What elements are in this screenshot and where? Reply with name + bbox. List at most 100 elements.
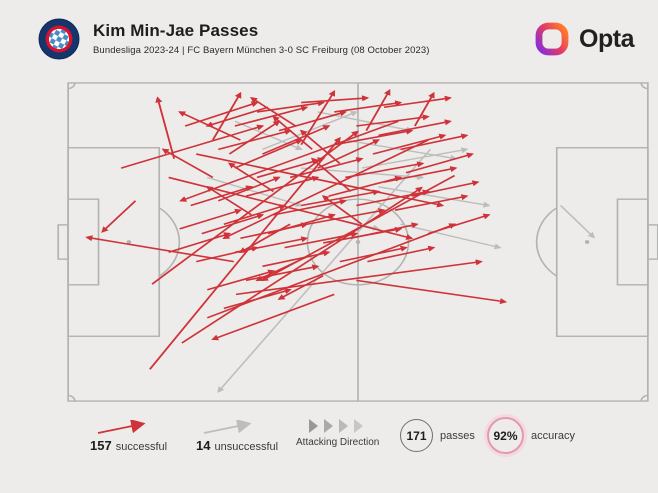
pass-arrow-successful (273, 198, 348, 216)
corner-arc-bottom-left (68, 394, 76, 402)
pass-arrow-successful (223, 204, 287, 225)
penalty-arc-right (535, 207, 558, 277)
pass-arrow-successful (278, 110, 348, 132)
pass-arrow-successful (301, 95, 370, 104)
pass-arrow-successful (289, 157, 364, 179)
pass-arrow-unsuccessful (207, 176, 303, 207)
pass-arrow-successful (350, 222, 419, 240)
pass-arrow-successful (372, 133, 447, 155)
pass-arrow-unsuccessful (361, 147, 469, 169)
pass-arrow-successful (277, 275, 324, 300)
pass-arrow-successful (179, 208, 243, 230)
attacking-direction-chevrons-icon (308, 419, 363, 433)
pass-arrow-successful (211, 91, 242, 141)
pass-arrow-successful (195, 245, 259, 263)
pass-arrow-successful (85, 235, 234, 263)
pass-arrow-successful (168, 176, 414, 240)
penalty-spot-right (584, 240, 590, 244)
pass-arrows-layer (85, 89, 595, 393)
opta-logo-icon (535, 22, 569, 56)
pass-arrow-successful (120, 124, 265, 169)
accuracy-label: accuracy (531, 429, 576, 442)
legend-successful: 157 successful (90, 420, 167, 453)
unsuccessful-arrow-icon (203, 420, 252, 434)
pass-arrow-successful (151, 130, 359, 285)
pass-arrow-successful (255, 256, 308, 282)
opta-wordmark: Opta (579, 24, 634, 53)
pass-arrow-successful (256, 157, 325, 179)
pass-arrow-successful (235, 259, 483, 296)
passes-label: passes (440, 429, 475, 442)
accuracy-circle: 92% (487, 417, 524, 454)
pass-arrow-successful (400, 133, 469, 151)
pass-arrow-successful (345, 161, 425, 179)
centre-spot (355, 240, 361, 244)
pass-arrow-successful (206, 269, 276, 291)
pass-arrow-successful (339, 245, 408, 263)
pass-map (56, 82, 658, 402)
pass-arrow-successful (205, 185, 253, 216)
six-yard-box-right (616, 198, 649, 286)
legend-unsuccessful: 14 unsuccessful (196, 420, 278, 453)
unsuccessful-label: unsuccessful (214, 441, 279, 453)
pass-arrow-successful (240, 222, 309, 240)
penalty-arc-left (158, 207, 181, 277)
corner-arc-top-left (68, 82, 76, 90)
legend-successful-text: 157 successful (90, 438, 167, 453)
pass-arrow-successful (394, 194, 469, 211)
corner-arc-bottom-right (640, 394, 648, 402)
pass-arrow-successful (168, 232, 232, 254)
penalty-spot-left (126, 240, 132, 244)
pass-arrow-successful (234, 105, 309, 127)
pass-arrow-successful (310, 157, 352, 193)
header: Kim Min-Jae Passes Bundesliga 2023-24 | … (38, 12, 634, 66)
six-yard-box-left (67, 198, 100, 286)
pass-arrow-successful (356, 114, 430, 127)
header-titles: Kim Min-Jae Passes Bundesliga 2023-24 | … (93, 21, 430, 55)
pass-arrow-successful (218, 129, 292, 151)
pass-arrow-successful (223, 288, 292, 310)
legend-total-passes: 171 passes (400, 419, 475, 452)
pass-arrow-unsuccessful (400, 223, 502, 250)
pass-arrow-successful (317, 139, 381, 169)
pass-arrow-successful (178, 111, 241, 141)
successful-label: successful (115, 441, 168, 453)
pass-arrow-successful (201, 213, 265, 235)
opta-brand: Opta (534, 21, 634, 57)
pass-arrow-successful (334, 100, 403, 113)
pass-arrow-successful (227, 162, 275, 193)
pass-arrow-unsuccessful (560, 205, 595, 239)
pass-arrow-successful (228, 120, 281, 155)
pass-arrow-successful (383, 95, 452, 109)
pass-arrow-successful (272, 115, 313, 150)
pass-arrow-successful (367, 245, 436, 263)
pass-arrow-successful (245, 175, 320, 197)
passes-count-circle: 171 (400, 419, 433, 452)
pass-arrow-successful (321, 195, 363, 225)
pass-arrow-successful (383, 166, 458, 183)
pass-arrow-successful (101, 200, 137, 233)
goal-left (57, 224, 69, 260)
legend-attacking-direction: Attacking Direction (296, 418, 379, 448)
pass-arrow-successful (405, 152, 474, 174)
unsuccessful-count: 14 (196, 438, 211, 453)
pass-arrow-successful (284, 231, 359, 249)
legend: 157 successful 14 unsuccessful Attacking D… (0, 412, 658, 472)
pass-arrow-successful (256, 100, 325, 113)
pass-arrow-successful (205, 106, 269, 128)
pass-arrow-successful (262, 250, 331, 268)
pass-arrow-successful (300, 189, 381, 207)
legend-accuracy: 92% accuracy (487, 417, 575, 454)
goal-right (647, 224, 658, 260)
penalty-area-right (555, 147, 649, 337)
pass-arrow-unsuccessful (217, 148, 431, 393)
pass-arrow-successful (300, 90, 336, 146)
successful-arrow-icon (97, 420, 146, 434)
pass-arrow-unsuccessful (378, 186, 491, 208)
attacking-direction-label: Attacking Direction (296, 437, 380, 448)
pass-arrow-successful (427, 213, 491, 235)
pass-arrow-successful (222, 139, 429, 240)
pitch-svg (57, 82, 658, 402)
pass-arrow-successful (414, 91, 435, 127)
successful-count: 157 (90, 438, 112, 453)
